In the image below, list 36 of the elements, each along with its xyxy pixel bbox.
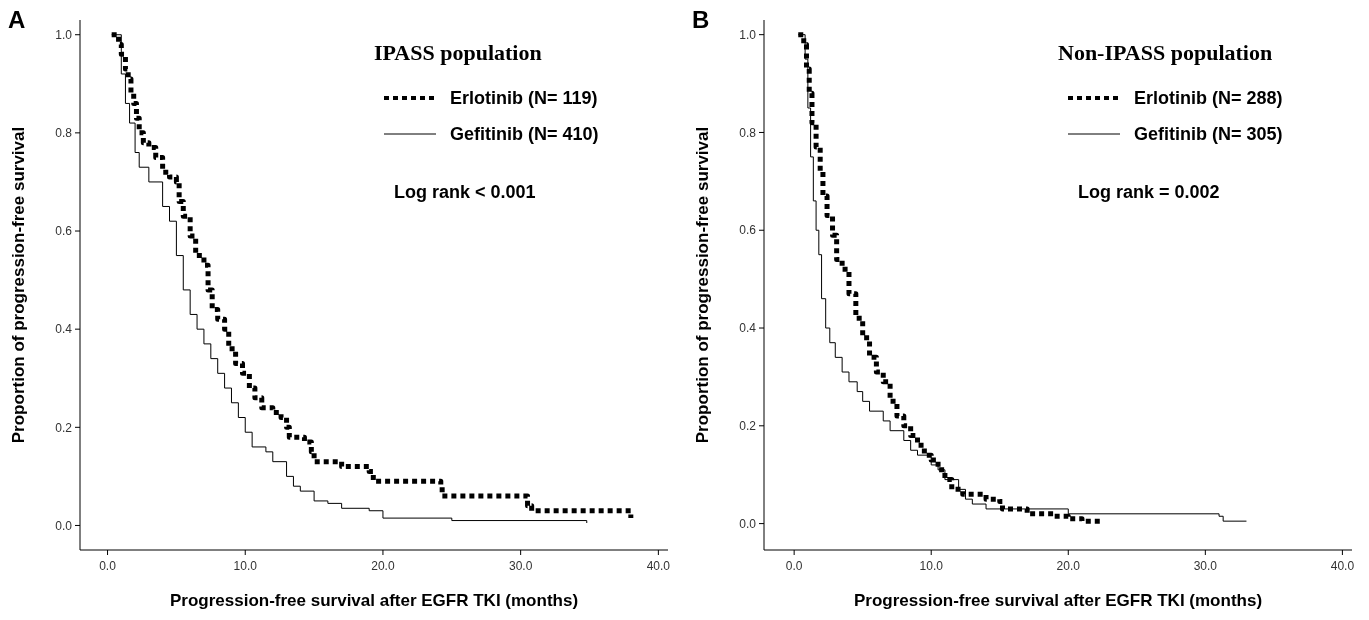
legend-label: Gefitinib (N= 410) [450,124,599,145]
x-tick-label: 40.0 [646,559,671,573]
x-tick-label: 0.0 [99,559,117,573]
y-tick-label: 1.0 [739,27,757,42]
text: A [8,6,26,33]
legend-title: IPASS population [374,40,542,65]
y-axis-title: Proportion of progression-free survival [693,126,712,444]
y-tick-label: 0.2 [55,420,73,435]
y-tick-label: 0.8 [55,126,73,141]
y-tick-label: 0.8 [739,125,757,140]
x-tick-label: 20.0 [1056,559,1081,573]
legend-label: Erlotinib (N= 119) [450,88,598,109]
x-axis-title: Progression-free survival after EGFR TKI (months) [169,591,579,610]
y-tick-label: 0.0 [55,518,73,533]
x-tick-label: 0.0 [785,559,803,573]
legend-title: Non-IPASS population [1058,40,1273,65]
y-tick-label: 0.6 [739,223,757,238]
legend-label: Erlotinib (N= 288) [1134,88,1283,109]
x-tick-label: 20.0 [371,559,395,573]
y-axis-title: Proportion of progression-free survival [9,126,28,444]
annotation: Log rank < 0.001 [394,182,536,202]
x-tick-label: 10.0 [233,559,258,573]
x-tick-label: 30.0 [508,559,533,573]
y-tick-label: 0.4 [739,321,757,336]
x-tick-label: 40.0 [1330,559,1355,573]
y-tick-label: 0.0 [739,516,757,531]
y-tick-label: 0.2 [739,419,757,434]
x-tick-label: 10.0 [919,559,944,573]
text: B [692,6,710,33]
legend-label: Gefitinib (N= 305) [1134,124,1283,145]
x-axis-title: Progression-free survival after EGFR TKI (months) [853,591,1263,610]
annotation: Log rank = 0.002 [1078,182,1220,202]
y-tick-label: 0.4 [55,322,73,337]
x-tick-label: 30.0 [1193,559,1218,573]
y-tick-label: 1.0 [55,27,73,42]
y-tick-label: 0.6 [55,224,73,239]
